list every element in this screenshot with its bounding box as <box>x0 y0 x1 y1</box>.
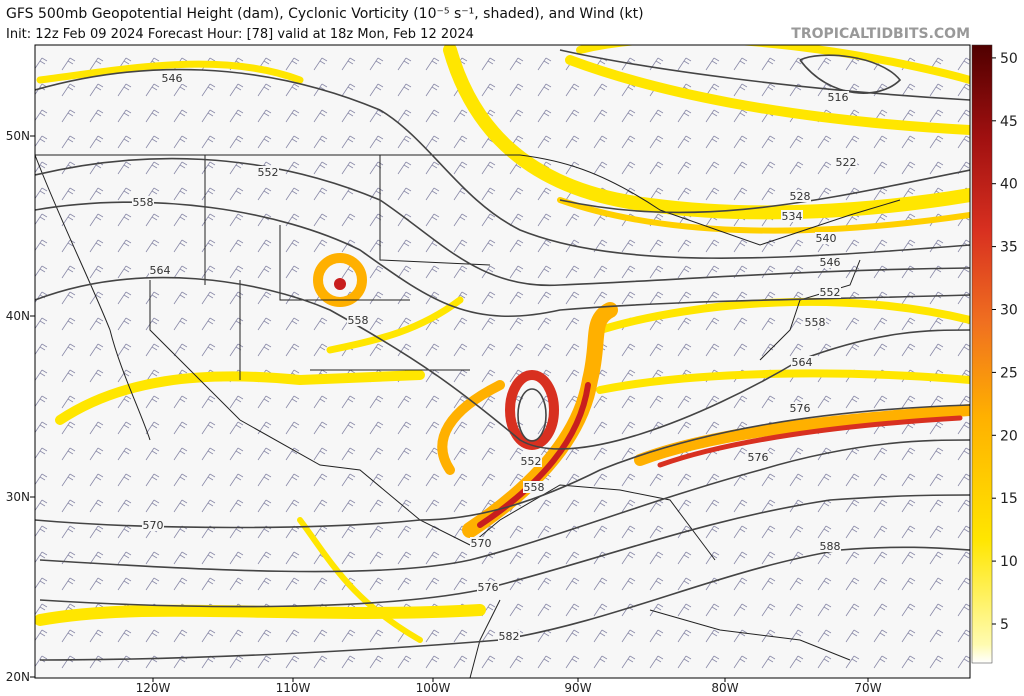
contour-label-bg <box>523 481 545 493</box>
colorbar-label: 15 <box>1000 491 1018 507</box>
contour-label-bg <box>791 356 813 368</box>
contour-label-bg <box>132 196 154 208</box>
contour-label: 570 <box>143 519 164 532</box>
colorbar-label: 30 <box>1000 303 1018 319</box>
contour-label-bg <box>789 402 811 414</box>
title: GFS 500mb Geopotential Height (dam), Cyc… <box>6 6 644 22</box>
watermark: TROPICALTIDBITS.COM <box>791 26 970 42</box>
map-frame <box>34 44 971 679</box>
contour-label: 540 <box>816 232 837 245</box>
contour-label: 564 <box>792 356 813 369</box>
lon-label: 110W <box>276 681 311 695</box>
contour-label-bg <box>477 581 499 593</box>
contour-label: 558 <box>348 314 369 327</box>
contour-label-bg <box>819 286 841 298</box>
lat-label: 40N <box>6 309 30 323</box>
colorbar-label: 20 <box>1000 428 1018 444</box>
contour-label: 564 <box>150 264 171 277</box>
subtitle: Init: 12z Feb 09 2024 Forecast Hour: [78… <box>6 27 474 42</box>
contour-label: 552 <box>820 286 841 299</box>
contour-label-bg <box>257 166 279 178</box>
colorbar-label: 25 <box>1000 365 1018 381</box>
contour-label-bg <box>747 451 769 463</box>
contour-label: 570 <box>471 537 492 550</box>
contour-label-bg <box>815 232 837 244</box>
contour-label: 516 <box>828 91 849 104</box>
lon-label: 90W <box>564 681 591 695</box>
contour-label: 588 <box>820 540 841 553</box>
contour-label: 522 <box>836 156 857 169</box>
contour-label: 558 <box>524 481 545 494</box>
contour-label: 546 <box>820 256 841 269</box>
contour-label-bg <box>161 72 183 84</box>
contour-label: 576 <box>478 581 499 594</box>
contour-label-bg <box>804 316 826 328</box>
contour-label-bg <box>347 314 369 326</box>
contour-label-bg <box>520 455 542 467</box>
contour-label-bg <box>470 537 492 549</box>
contour-label: 558 <box>805 316 826 329</box>
contour-label-bg <box>498 630 520 642</box>
lat-label: 30N <box>6 490 30 504</box>
colorbar-label: 5 <box>1000 617 1009 633</box>
lat-label: 20N <box>6 670 30 684</box>
labels: 50N 40N 30N 20N 120W 110W 100W 90W 80W 70W 546 552 5… <box>6 51 1018 695</box>
contour-label-bg <box>149 264 171 276</box>
contour-label: 582 <box>499 630 520 643</box>
lon-label: 100W <box>416 681 451 695</box>
lon-label: 80W <box>711 681 738 695</box>
contour-label: 576 <box>748 451 769 464</box>
contour-label: 552 <box>521 455 542 468</box>
colorbar-label: 35 <box>1000 240 1018 256</box>
vorticity-shading <box>35 45 970 643</box>
colorbar-label: 40 <box>1000 177 1018 193</box>
contour-label: 528 <box>790 190 811 203</box>
lat-label: 50N <box>6 129 30 143</box>
contour-label-bg <box>142 519 164 531</box>
contour-label: 534 <box>782 210 803 223</box>
lon-label: 120W <box>136 681 171 695</box>
map-area <box>35 45 970 678</box>
height-contours <box>35 49 970 661</box>
colorbar-label: 10 <box>1000 554 1018 570</box>
colorbar-label: 50 <box>1000 51 1018 67</box>
contour-label-bg <box>789 190 811 202</box>
contour-label-bg <box>819 540 841 552</box>
colorbar <box>971 44 993 664</box>
contour-label: 552 <box>258 166 279 179</box>
colorbar-label: 45 <box>1000 114 1018 130</box>
contour-label-bg <box>835 156 857 168</box>
contour-label: 576 <box>790 402 811 415</box>
contour-label: 558 <box>133 196 154 209</box>
contour-label-bg <box>819 256 841 268</box>
lon-label: 70W <box>854 681 881 695</box>
contour-label-bg <box>827 91 849 103</box>
borders <box>35 154 901 678</box>
contour-label-bg <box>781 210 803 222</box>
contour-label: 546 <box>162 72 183 85</box>
